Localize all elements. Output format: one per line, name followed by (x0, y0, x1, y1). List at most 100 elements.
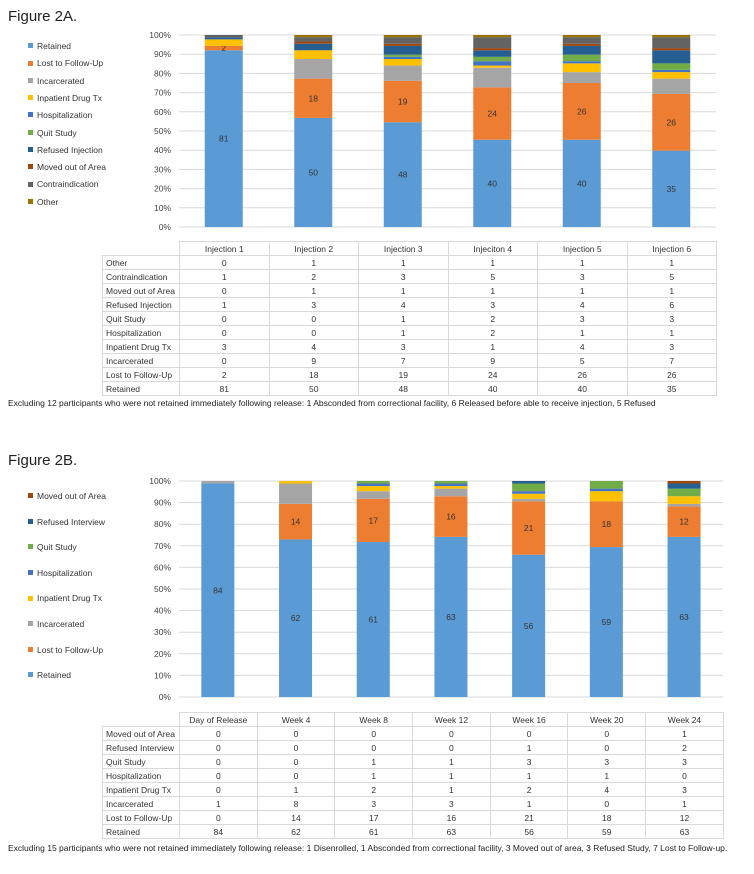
table-row: Inpatient Drug Tx 0 1 2 1 2 4 3 (102, 782, 724, 797)
legend-item-inpatient-drug-tx: Inpatient Drug Tx (28, 92, 102, 103)
table-cell: 1 (179, 297, 270, 312)
table-cell: 2 (268, 269, 359, 284)
bar-segment-moved-out-of-area (294, 41, 333, 44)
data-label-lost-to-follow-up: 18 (309, 93, 319, 103)
table-cell: 0 (567, 726, 647, 741)
table-cell: 24 (447, 367, 538, 382)
bar-segment-quit-study (383, 54, 422, 57)
x-tick-label: Week 8 (334, 712, 414, 727)
table-cell: 0 (412, 740, 491, 755)
x-tick-label: Injection 2 (268, 241, 359, 256)
table-row: Quit Study 0 0 1 1 3 3 3 (102, 754, 724, 769)
table-cell: 0 (256, 726, 336, 741)
bar-segment-moved-out-of-area (652, 48, 691, 51)
bar-segment-other (562, 35, 601, 38)
legend-swatch (28, 493, 33, 499)
table-header-row: Day of Release Week 4 Week 8 Week 12 Week 16… (102, 712, 724, 727)
bar-segment-hospitalization (562, 61, 601, 64)
legend-label: Quit Study (37, 541, 77, 552)
table-cell: 0 (179, 311, 270, 326)
table-cell: 1 (489, 768, 569, 783)
bar-segment-other (294, 35, 333, 38)
table-cell: 7 (626, 353, 717, 368)
table-cell: 26 (626, 367, 717, 382)
table-cell: 0 (256, 740, 336, 755)
table-cell: 3 (645, 754, 724, 769)
table-row-label: Hospitalization (102, 768, 180, 783)
bar-segment-quit-study (589, 481, 623, 489)
data-label-retained: 50 (309, 167, 319, 177)
y-tick-label: 0% (159, 222, 172, 232)
table-cell: 59 (567, 824, 647, 839)
x-tick-label: Injection 6 (626, 241, 717, 256)
bar-segment-quit-study (512, 483, 546, 492)
bar-segment-lost-to-follow-up (204, 45, 243, 51)
bar-segment-incarcerated (201, 481, 235, 484)
table-cell: 1 (645, 796, 724, 811)
table-cell: 1 (256, 782, 336, 797)
y-tick-label: 90% (154, 498, 171, 508)
bar-segment-lost-to-follow-up (434, 496, 468, 537)
bar-segment-contraindication (473, 37, 512, 49)
legend-swatch (28, 621, 33, 627)
table-cell: 1 (489, 740, 569, 755)
table-row: Refused Injection 1 3 4 3 4 6 (102, 297, 717, 312)
data-label-retained: 40 (488, 178, 498, 188)
table-cell: 62 (256, 824, 336, 839)
legend-item-incarcerated: Incarcerated (28, 618, 84, 629)
table-cell: 5 (626, 269, 717, 284)
bar-segment-quit-study (652, 63, 691, 70)
legend-label: Retained (37, 40, 72, 51)
data-label-lost-to-follow-up: 12 (679, 517, 689, 527)
table-cell: 50 (268, 381, 359, 396)
y-tick-label: 100% (149, 30, 171, 40)
figure-2a-title: Figure 2A. (8, 8, 78, 25)
bar-segment-incarcerated (294, 59, 333, 79)
table-cell: 0 (256, 754, 336, 769)
table-cell: 1 (626, 325, 717, 340)
bar-segment-inpatient-drug-tx (434, 486, 468, 489)
data-label-lost-to-follow-up: 16 (446, 512, 456, 522)
bar-segment-lost-to-follow-up (589, 501, 623, 548)
legend-item-moved-out-of-area: Moved out of Area (28, 161, 106, 172)
table-cell: 3 (489, 754, 569, 769)
table-corner-cell (102, 241, 180, 256)
table-cell: 18 (567, 810, 647, 825)
table-cell: 1 (334, 768, 414, 783)
table-row-label: Quit Study (102, 754, 180, 769)
legend-item-incarcerated: Incarcerated (28, 75, 84, 85)
table-row: Moved out of Area 0 1 1 1 1 1 (102, 283, 717, 298)
data-label-lost-to-follow-up: 26 (667, 117, 677, 127)
y-tick-label: 40% (154, 606, 171, 616)
legend-swatch (28, 43, 33, 49)
table-cell: 1 (412, 768, 491, 783)
figure-2b-title: Figure 2B. (8, 452, 78, 469)
table-cell: 21 (489, 810, 569, 825)
table-cell: 1 (358, 325, 449, 340)
figure-2b-note: Excluding 15 participants who were not r… (8, 843, 728, 853)
legend-label: Refused Interview (37, 516, 106, 527)
bar-segment-inpatient-drug-tx (562, 63, 601, 73)
bar-segment-incarcerated (279, 483, 313, 504)
bar-segment-contraindication (562, 37, 601, 44)
legend-item-inpatient-drug-tx: Inpatient Drug Tx (28, 592, 102, 603)
table-cell: 3 (645, 782, 724, 797)
table-cell: 1 (268, 255, 359, 270)
table-cell: 4 (567, 782, 647, 797)
legend-label: Refused Injection (37, 144, 103, 155)
legend-swatch (28, 60, 33, 66)
bar-segment-retained (434, 536, 468, 697)
data-label-retained: 56 (524, 621, 534, 631)
bar-segment-quit-study (434, 481, 468, 484)
table-cell: 2 (179, 367, 270, 382)
bar-segment-inpatient-drug-tx (383, 59, 422, 66)
table-cell: 2 (489, 782, 569, 797)
y-tick-label: 50% (154, 584, 171, 594)
legend-label: Hospitalization (37, 109, 93, 120)
legend-swatch (28, 112, 33, 118)
table-cell: 3 (447, 297, 538, 312)
data-label-retained: 35 (667, 184, 677, 194)
table-row: Retained 81 50 48 40 40 35 (102, 381, 717, 396)
data-label-retained: 63 (679, 612, 689, 622)
table-cell: 3 (179, 339, 270, 354)
